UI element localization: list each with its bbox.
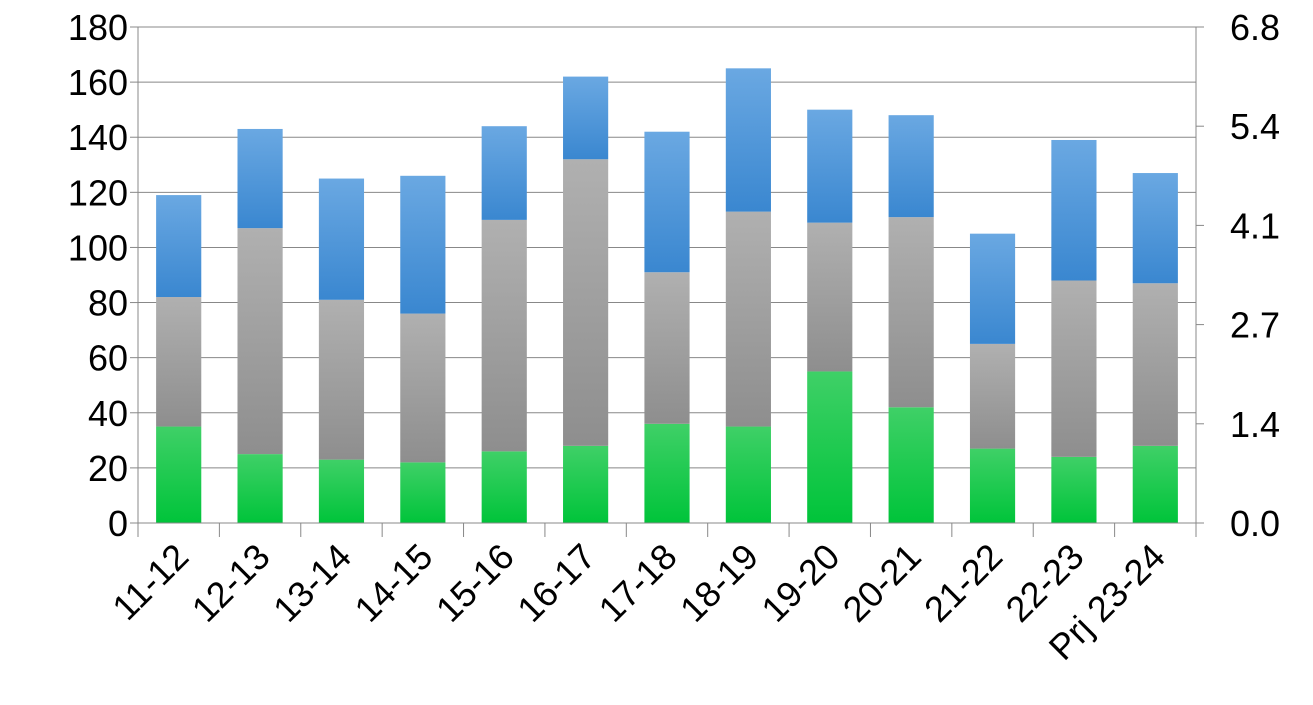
x-tick-label: 12-13 xyxy=(184,536,278,630)
x-tick-label: 11-12 xyxy=(104,536,196,628)
y-left-tick-label: 180 xyxy=(68,7,128,48)
bar-segment-14-15-series-1 xyxy=(400,462,446,523)
bar-segment-15-16-series-1 xyxy=(481,451,527,523)
y-right-tick-label: 5.4 xyxy=(1230,106,1280,147)
bar-segment-Prj 23-24-series-2 xyxy=(1132,283,1178,446)
bar-segment-20-21-series-1 xyxy=(888,407,934,523)
bar-segment-16-17-series-3 xyxy=(563,76,609,160)
bar-segment-12-13-series-1 xyxy=(237,454,283,523)
bar-segment-14-15-series-3 xyxy=(400,175,446,314)
bar-segment-16-17-series-2 xyxy=(563,159,609,446)
x-tick-label: 20-21 xyxy=(835,536,929,630)
bar-segment-16-17-series-1 xyxy=(563,445,609,523)
x-tick-label: 14-15 xyxy=(346,536,440,630)
y-left-tick-label: 120 xyxy=(68,172,128,213)
bar-segment-19-20-series-2 xyxy=(807,222,853,372)
y-right-tick-label: 6.8 xyxy=(1230,7,1280,48)
y-left-tick-label: 160 xyxy=(68,62,128,103)
bar-segment-14-15-series-2 xyxy=(400,313,446,463)
bar-segment-19-20-series-1 xyxy=(807,371,853,523)
bar-segment-22-23-series-2 xyxy=(1051,280,1097,457)
bar-segment-Prj 23-24-series-3 xyxy=(1132,173,1178,284)
axes xyxy=(130,26,1204,537)
bar-segment-21-22-series-3 xyxy=(969,233,1016,344)
bar-segment-17-18-series-1 xyxy=(644,423,690,523)
bar-segment-20-21-series-3 xyxy=(888,115,934,218)
x-tick-label: 18-19 xyxy=(672,536,766,630)
bar-segment-13-14-series-1 xyxy=(318,459,365,523)
y-right-tick-label: 0.0 xyxy=(1230,503,1280,544)
y-left-tick-label: 0 xyxy=(108,503,128,544)
bar-segment-18-19-series-1 xyxy=(725,426,771,523)
bars xyxy=(156,68,1178,523)
bar-segment-13-14-series-3 xyxy=(318,178,365,300)
x-tick-label: 21-22 xyxy=(916,536,1010,630)
y-left-tick-label: 100 xyxy=(68,227,128,268)
bar-segment-15-16-series-2 xyxy=(481,219,527,452)
bar-segment-13-14-series-2 xyxy=(318,299,365,460)
bar-segment-20-21-series-2 xyxy=(888,217,934,408)
bar-segment-21-22-series-1 xyxy=(969,448,1016,523)
y-right-tick-label: 1.4 xyxy=(1230,404,1280,445)
bar-segment-Prj 23-24-series-1 xyxy=(1132,445,1178,523)
bar-segment-18-19-series-3 xyxy=(725,68,771,212)
bar-segment-22-23-series-1 xyxy=(1051,456,1097,523)
x-tick-label: 15-16 xyxy=(428,536,522,630)
y-right-tick-label: 2.7 xyxy=(1230,305,1280,346)
bar-segment-17-18-series-3 xyxy=(644,131,690,273)
x-tick-label: 17-18 xyxy=(591,536,685,630)
y-left-tick-label: 60 xyxy=(88,338,128,379)
bar-segment-11-12-series-1 xyxy=(156,426,202,523)
bar-segment-12-13-series-2 xyxy=(237,228,283,455)
bar-segment-21-22-series-2 xyxy=(969,343,1016,449)
bar-segment-19-20-series-3 xyxy=(807,109,853,223)
y-left-tick-label: 20 xyxy=(88,448,128,489)
y-left-tick-label: 80 xyxy=(88,283,128,324)
x-tick-label: 19-20 xyxy=(753,536,847,630)
bar-segment-22-23-series-3 xyxy=(1051,139,1097,281)
y-left-tick-label: 140 xyxy=(68,117,128,158)
bar-segment-11-12-series-3 xyxy=(156,195,202,298)
bar-segment-12-13-series-3 xyxy=(237,128,283,229)
x-tick-label: 16-17 xyxy=(509,536,603,630)
bar-segment-17-18-series-2 xyxy=(644,272,690,424)
bar-segment-15-16-series-3 xyxy=(481,126,527,220)
bar-segment-18-19-series-2 xyxy=(725,211,771,427)
bar-segment-11-12-series-2 xyxy=(156,297,202,427)
y-left-tick-label: 40 xyxy=(88,393,128,434)
x-tick-label: 13-14 xyxy=(265,536,359,630)
y-right-tick-label: 4.1 xyxy=(1230,205,1280,246)
